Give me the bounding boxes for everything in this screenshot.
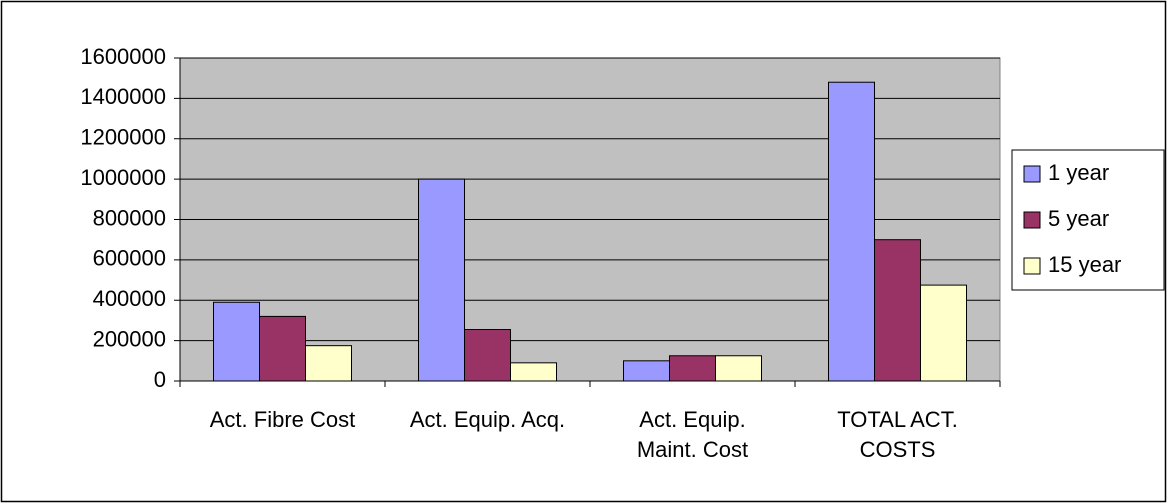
legend-label: 1 year (1048, 160, 1109, 185)
legend-label: 15 year (1048, 252, 1121, 277)
bar (669, 355, 716, 382)
y-tick-label: 0 (154, 367, 166, 392)
bar (418, 178, 465, 382)
bar (510, 362, 557, 382)
bar (464, 329, 511, 382)
x-tick-label: Act. Equip. Acq. (409, 407, 566, 432)
y-tick-label: 800000 (93, 205, 166, 230)
legend-swatch (1023, 211, 1041, 229)
x-tick-label: Act. Fibre Cost (209, 407, 356, 432)
y-tick-label: 400000 (93, 286, 166, 311)
x-tick-label: TOTAL ACT. COSTS (837, 407, 958, 462)
legend-swatch (1023, 257, 1041, 275)
legend-swatch (1023, 165, 1041, 183)
bar (259, 315, 306, 382)
y-tick-label: 200000 (93, 326, 166, 351)
bar (715, 355, 762, 382)
y-tick-label: 1200000 (80, 125, 166, 150)
bar (213, 301, 260, 382)
y-tick-label: 1400000 (80, 84, 166, 109)
y-tick-label: 600000 (93, 246, 166, 271)
bar (305, 345, 352, 382)
legend-label: 5 year (1048, 206, 1109, 231)
bar (920, 284, 967, 382)
y-tick-label: 1000000 (80, 165, 166, 190)
x-tick-label: Act. Equip. Maint. Cost (636, 407, 749, 462)
bar (623, 360, 670, 382)
bar (874, 239, 921, 382)
y-tick-label: 1600000 (80, 44, 166, 69)
bar (828, 81, 875, 382)
